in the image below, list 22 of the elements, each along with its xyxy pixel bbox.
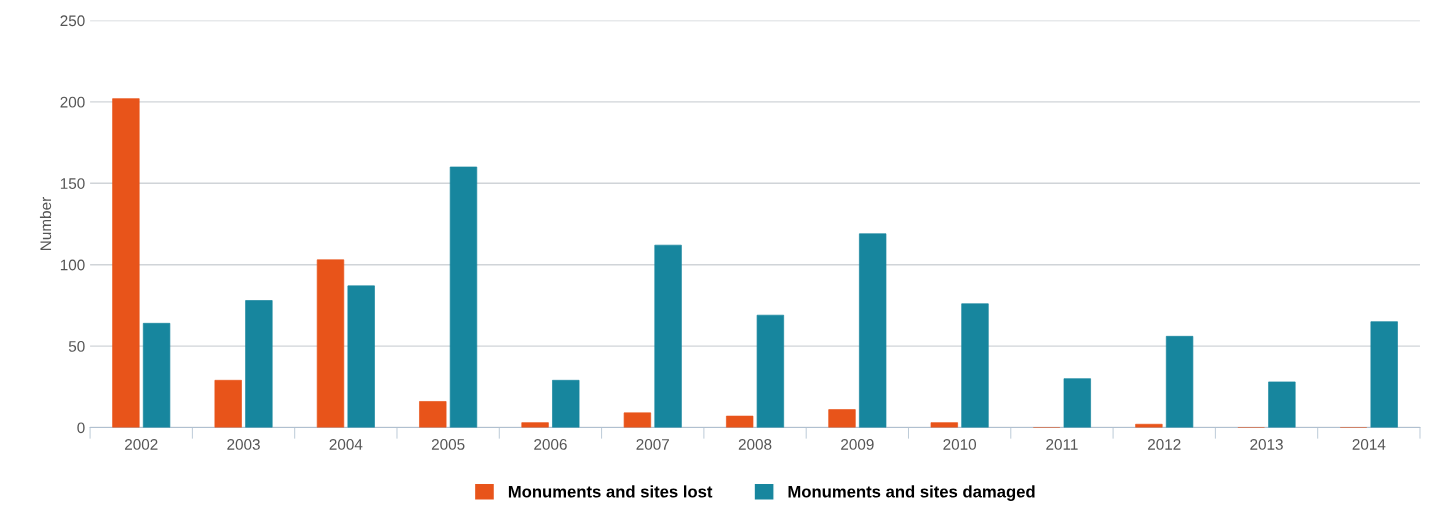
x-tick-label: 2004 bbox=[329, 439, 363, 450]
x-tick-label: 2003 bbox=[227, 439, 260, 450]
x-tick-label: 2008 bbox=[738, 439, 772, 450]
legend-label: Monuments and sites lost bbox=[508, 485, 713, 498]
y-axis-title: Number bbox=[39, 197, 52, 250]
legend-label: Monuments and sites damaged bbox=[788, 485, 1035, 501]
y-tick-label: 100 bbox=[60, 259, 85, 271]
x-tick-label: 2005 bbox=[431, 439, 465, 450]
y-tick-label: 50 bbox=[68, 340, 85, 352]
y-tick-label: 0 bbox=[77, 422, 85, 434]
x-tick-label: 2013 bbox=[1250, 439, 1283, 450]
x-tick-label: 2002 bbox=[125, 439, 158, 450]
y-tick-label: 250 bbox=[60, 15, 85, 27]
x-tick-label: 2009 bbox=[841, 439, 874, 450]
y-tick-label: 150 bbox=[60, 178, 85, 189]
y-tick-label: 200 bbox=[60, 96, 85, 108]
x-tick-label: 2006 bbox=[534, 439, 567, 450]
x-tick-label: 2012 bbox=[1148, 439, 1181, 450]
x-tick-label: 2014 bbox=[1352, 439, 1386, 450]
x-tick-label: 2007 bbox=[636, 439, 669, 450]
x-tick-label: 2011 bbox=[1046, 439, 1078, 450]
x-tick-label: 2010 bbox=[943, 439, 977, 450]
